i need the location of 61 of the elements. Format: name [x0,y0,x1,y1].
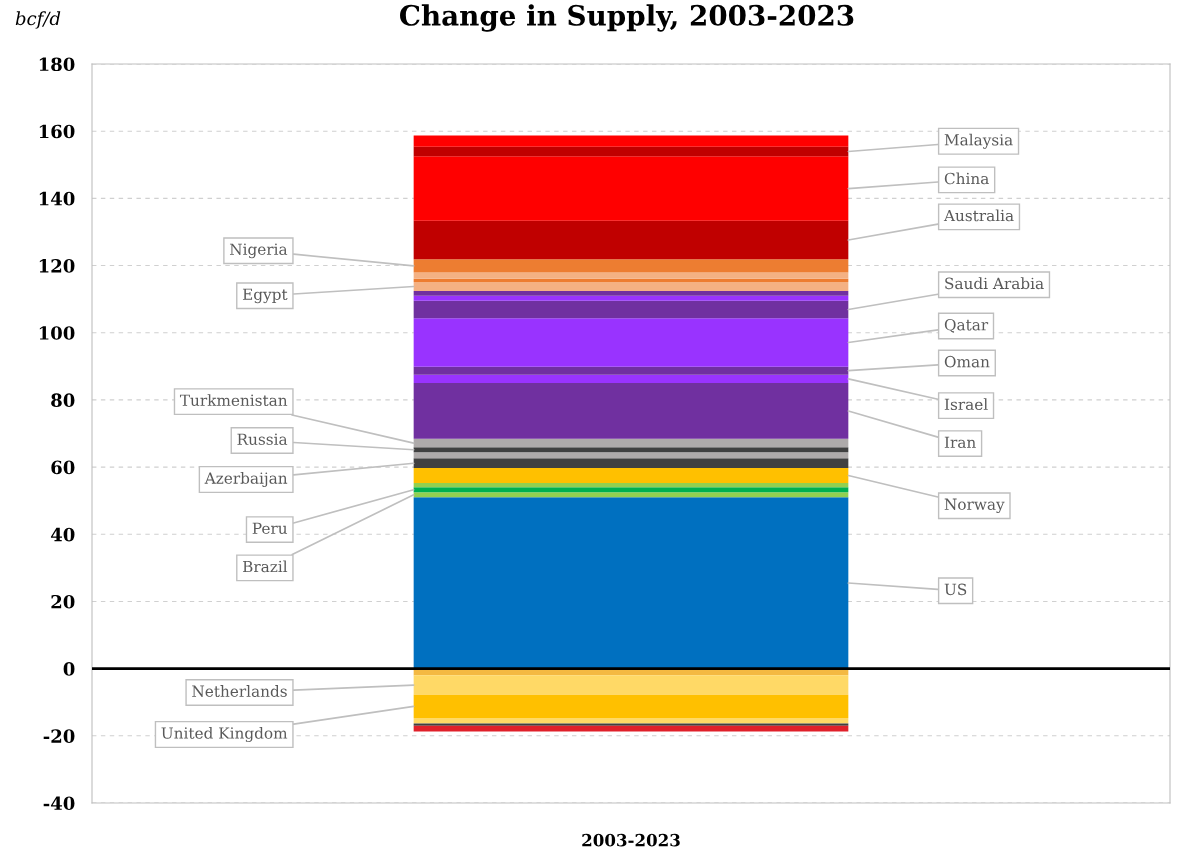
text: Australia [943,209,1014,222]
text: Malaysia [944,133,1013,149]
y-tick-label: -20 [43,729,75,743]
y-tick-label: 120 [39,259,75,273]
y-tick-label: 160 [39,124,75,139]
text: Peru [252,522,288,534]
y-tick-label: 20 [51,594,75,609]
bar [413,291,849,296]
bar [413,146,849,157]
text: Saudi Arabia [945,277,1044,290]
bar [413,383,849,439]
text: Nigeria [229,243,288,259]
y-tick-label: 60 [51,460,75,475]
text: Qatar [944,318,989,333]
chart-title: Change in Supply, 2003-2023 [400,4,854,32]
bar [413,220,849,260]
text: Azerbaijan [204,472,288,488]
bar [413,447,849,453]
bar [413,718,849,724]
bar [413,156,849,221]
bar [413,272,849,279]
bar [413,366,849,375]
text: Brazil [242,560,288,573]
y-tick-label: 100 [39,326,75,340]
bar [413,438,849,448]
bar [413,723,849,726]
bar [413,452,849,459]
y-tick-label: 40 [50,527,75,542]
text: Iran [944,436,976,449]
bar [413,318,849,367]
bar [413,487,849,493]
bar [413,300,849,319]
text: Norway [944,498,1005,514]
bar [413,282,849,292]
text: US [944,583,967,596]
y-tick-label: -40 [43,796,75,811]
text: Turkmenistan [179,394,288,407]
bar [413,374,849,384]
y-tick-label: 80 [51,393,75,408]
y-axis-title: bcf/d [15,11,61,29]
bar [413,295,849,301]
x-tick-label: 2003-2023 [582,833,680,847]
y-tick-label: 0 [63,662,75,676]
bar [413,675,849,695]
y-tick-label: 180 [39,57,75,72]
y-tick-label: 140 [39,191,75,206]
bar [413,694,849,719]
bar [413,482,849,488]
text: Israel [944,398,988,411]
bar [413,259,849,273]
text: China [944,172,989,185]
text: Netherlands [192,685,287,697]
bar [413,492,849,498]
bar [413,458,849,469]
bar [413,497,849,669]
text: United Kingdom [161,726,288,742]
text: Egypt [242,288,288,304]
bar [413,135,849,147]
text: Russia [237,433,288,445]
text: Oman [944,355,990,368]
bar [413,468,849,483]
